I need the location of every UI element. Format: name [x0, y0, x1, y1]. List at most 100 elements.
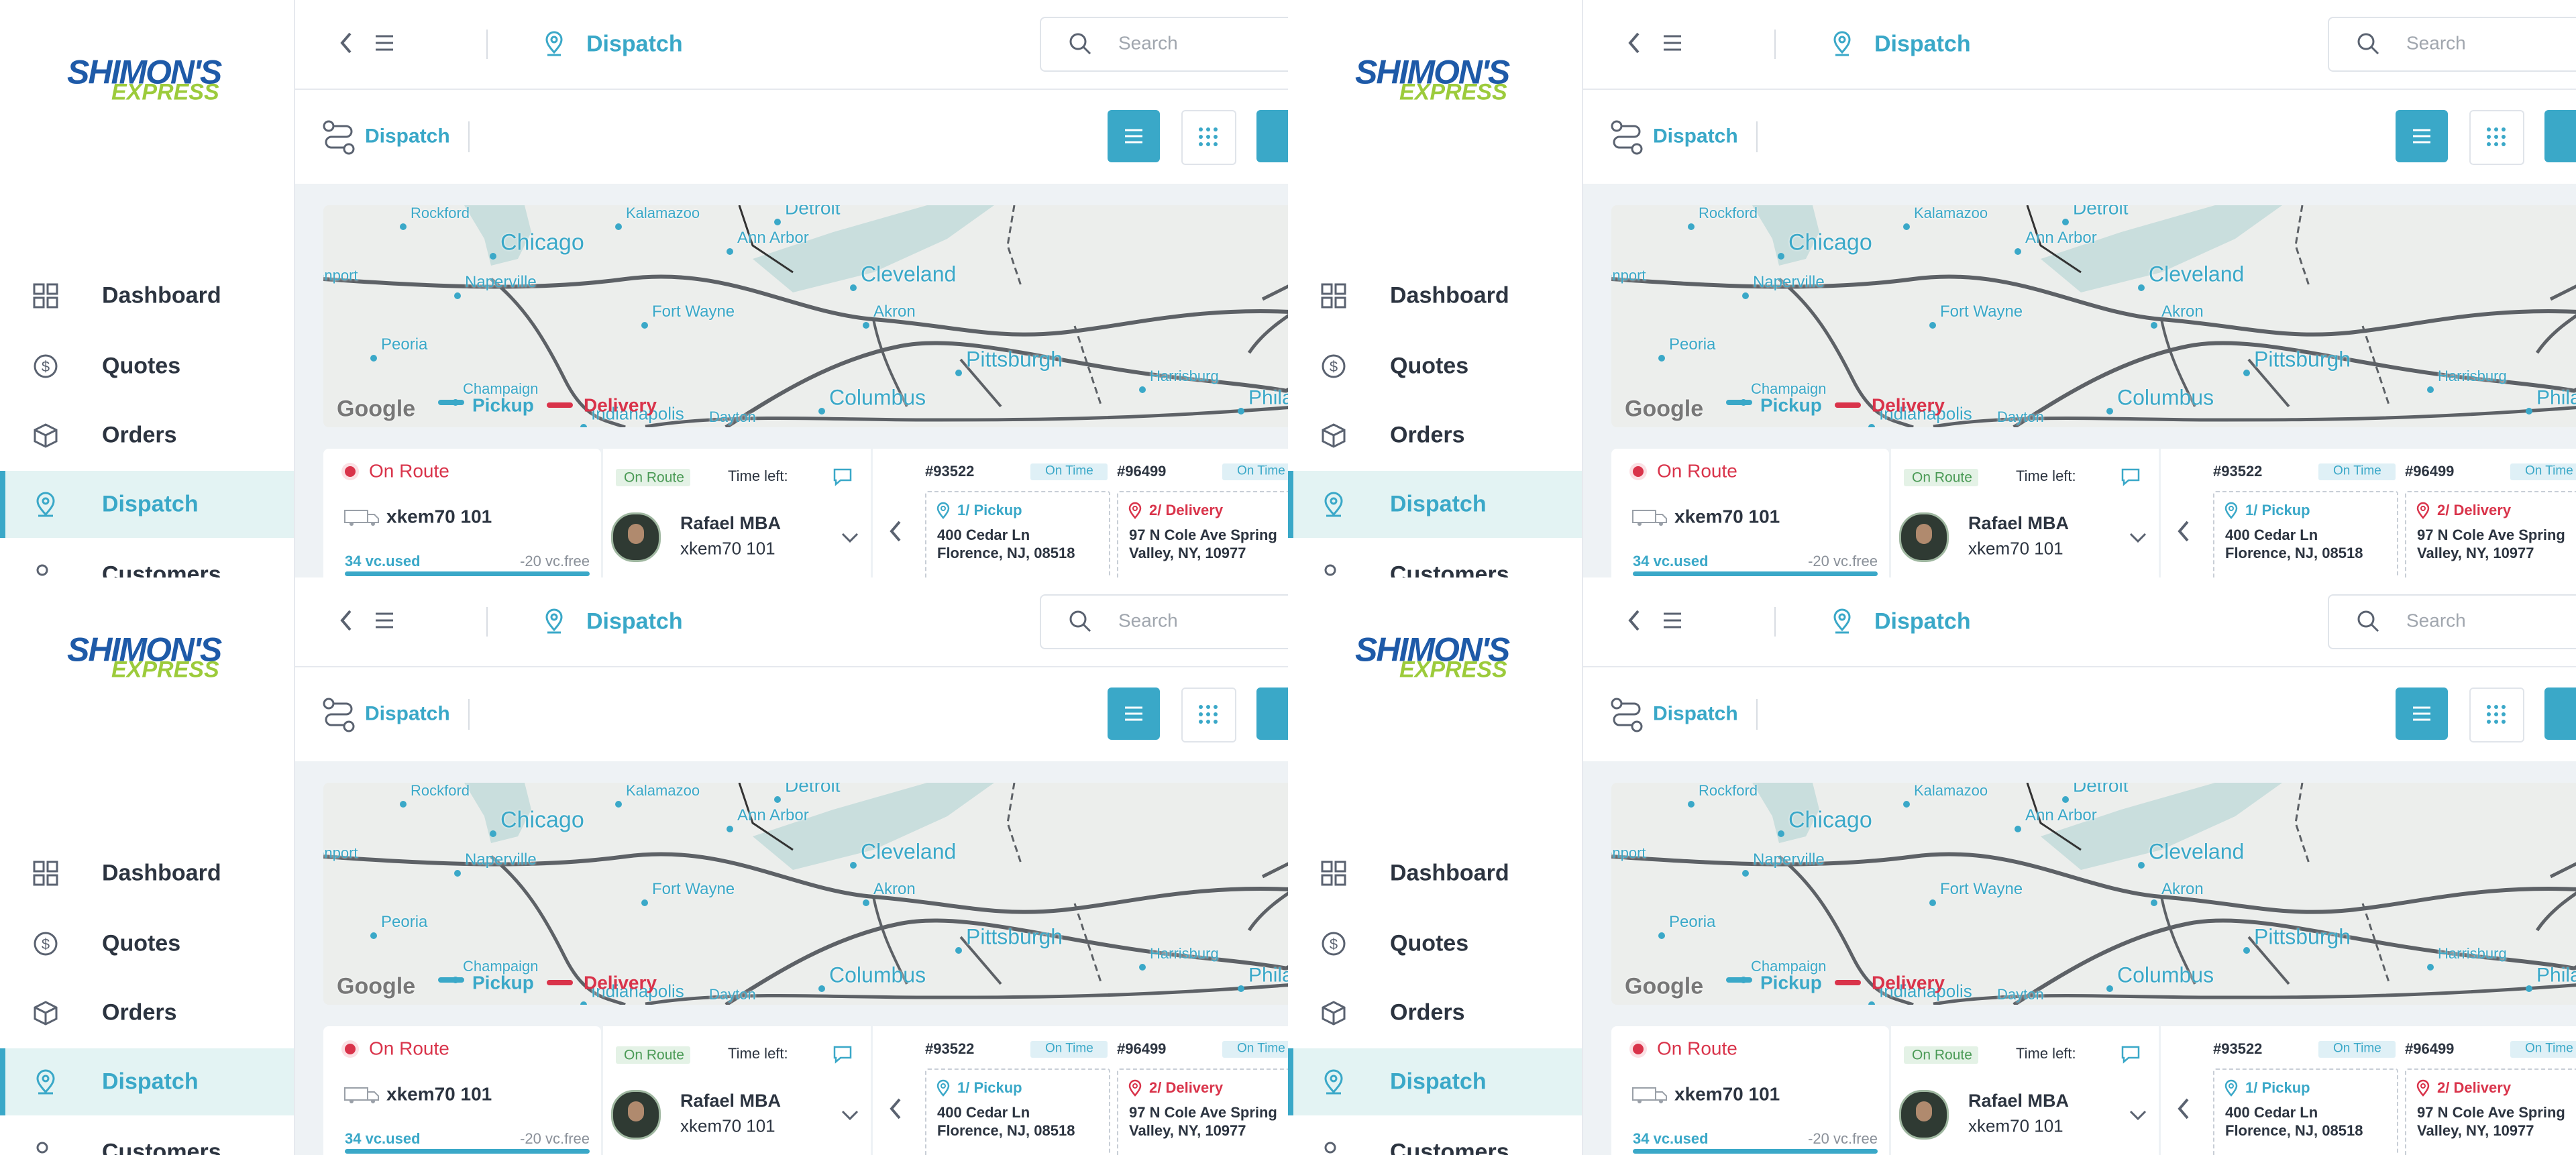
- prev-button[interactable]: [2177, 1097, 2190, 1120]
- search-box[interactable]: Search: [2328, 17, 2576, 72]
- nav-item[interactable]: Dispatch: [1288, 471, 1582, 538]
- prev-button[interactable]: [889, 1097, 902, 1120]
- menu-button[interactable]: [374, 611, 394, 630]
- driver-card[interactable]: On Route xkem70 101 34 vc.used -20 vc.free: [1611, 1026, 1889, 1155]
- menu-button[interactable]: [1662, 611, 1682, 630]
- icon-shape: [1664, 612, 1681, 628]
- icon-shape: [2357, 33, 2375, 50]
- nav-item[interactable]: Dispatch: [0, 471, 294, 538]
- stop-box[interactable]: 1/ Pickup 400 Cedar Ln Florence, NJ, 08518: [2213, 491, 2398, 578]
- expand-button[interactable]: [2129, 1109, 2147, 1121]
- expand-button[interactable]: [2129, 532, 2147, 544]
- nav-item[interactable]: Orders: [0, 979, 294, 1046]
- city-label: Rockford: [411, 783, 470, 799]
- icon-shape: [34, 354, 58, 378]
- pin-button[interactable]: [2544, 110, 2576, 162]
- prev-button[interactable]: [2177, 520, 2190, 543]
- expand-button[interactable]: [841, 532, 859, 544]
- nav-item[interactable]: Orders: [1288, 402, 1582, 469]
- chat-button[interactable]: [2121, 468, 2141, 486]
- pin-button[interactable]: [1256, 688, 1288, 740]
- nav-item[interactable]: Dashboard: [0, 840, 294, 907]
- nav-item[interactable]: Dispatch: [1288, 1048, 1582, 1115]
- delivery-legend: Delivery: [584, 394, 657, 416]
- assignment-card[interactable]: On Route Time left: Rafael MBA xkem70 101: [1891, 1026, 2159, 1155]
- city-dot: [615, 801, 622, 808]
- grid-view-button[interactable]: [1181, 110, 1236, 165]
- grid-view-button[interactable]: [2469, 110, 2524, 165]
- menu-button[interactable]: [374, 34, 394, 52]
- stop-box[interactable]: 1/ Pickup 400 Cedar Ln Florence, NJ, 08518: [2213, 1068, 2398, 1155]
- icon-shape: [1611, 274, 2576, 337]
- driver-card[interactable]: On Route xkem70 101 34 vc.used -20 vc.free: [1611, 449, 1889, 578]
- toolbar-icon: [322, 119, 356, 156]
- search-box[interactable]: Search: [2328, 594, 2576, 649]
- nav-item[interactable]: Dashboard: [1288, 840, 1582, 907]
- icon-shape: [2487, 720, 2491, 724]
- nav-item[interactable]: Dispatch: [0, 1048, 294, 1115]
- icon-shape: [1611, 205, 2576, 427]
- assignment-card[interactable]: On Route Time left: Rafael MBA xkem70 101: [1891, 449, 2159, 578]
- icon-shape: [1322, 1001, 1346, 1026]
- list-view-button[interactable]: [2396, 688, 2448, 740]
- nav-item[interactable]: Dashboard: [1288, 262, 1582, 329]
- nav-item[interactable]: Orders: [1288, 979, 1582, 1046]
- stop-box[interactable]: 1/ Pickup 400 Cedar Ln Florence, NJ, 08518: [925, 491, 1110, 578]
- pin-button[interactable]: [1256, 110, 1288, 162]
- nav-item[interactable]: Customers: [1288, 1119, 1582, 1155]
- nav-item[interactable]: Customers: [0, 1119, 294, 1155]
- icon-shape: [344, 1087, 379, 1103]
- city-label: Harrisburg: [2438, 367, 2507, 384]
- on-time-badge: On Time: [2318, 463, 2396, 480]
- list-view-button[interactable]: [2396, 110, 2448, 162]
- icon-shape: [841, 533, 859, 543]
- nav-item[interactable]: Customers: [1288, 541, 1582, 578]
- driver-card[interactable]: On Route xkem70 101 34 vc.used -20 vc.free: [323, 449, 601, 578]
- grid-view-button[interactable]: [2469, 688, 2524, 742]
- search-box[interactable]: Search: [1040, 594, 1288, 649]
- nav-item[interactable]: Orders: [0, 402, 294, 469]
- city-dot: [1139, 964, 1146, 971]
- truck-icon: [343, 509, 380, 527]
- icon-shape: [1199, 705, 1218, 724]
- back-button[interactable]: [1626, 608, 1642, 632]
- back-button[interactable]: [338, 31, 354, 55]
- driver-truck: xkem70 101: [1968, 1115, 2063, 1136]
- icon-shape: [1628, 610, 1640, 631]
- stop-box[interactable]: 1/ Pickup 400 Cedar Ln Florence, NJ, 08518: [925, 1068, 1110, 1155]
- chat-button[interactable]: [2121, 1045, 2141, 1064]
- nav-item[interactable]: $ Quotes: [1288, 910, 1582, 977]
- expand-button[interactable]: [841, 1109, 859, 1121]
- driver-card[interactable]: On Route xkem70 101 34 vc.used -20 vc.free: [323, 1026, 601, 1155]
- prev-button[interactable]: [889, 520, 902, 543]
- list-view-button[interactable]: [1108, 688, 1160, 740]
- nav-item[interactable]: $ Quotes: [0, 333, 294, 400]
- assignment-card[interactable]: On Route Time left: Rafael MBA xkem70 101: [603, 449, 871, 578]
- search-icon: [1068, 609, 1092, 633]
- separator: [1774, 607, 1776, 637]
- nav-item[interactable]: Customers: [0, 541, 294, 578]
- search-box[interactable]: Search: [1040, 17, 1288, 72]
- nav-item[interactable]: $ Quotes: [1288, 333, 1582, 400]
- list-view-button[interactable]: [1108, 110, 1160, 162]
- city-dot: [1238, 408, 1244, 415]
- chat-button[interactable]: [833, 1045, 853, 1064]
- nav-icon: [1321, 283, 1346, 309]
- nav-item[interactable]: $ Quotes: [0, 910, 294, 977]
- icon-shape: [2129, 1110, 2147, 1121]
- stop-box[interactable]: 2/ Delivery 97 N Cole Ave Spring Valley, N…: [2405, 1068, 2576, 1155]
- stop-box[interactable]: 2/ Delivery 97 N Cole Ave Spring Valley, N…: [1117, 491, 1288, 578]
- city-dot: [863, 899, 869, 906]
- menu-button[interactable]: [1662, 34, 1682, 52]
- back-button[interactable]: [1626, 31, 1642, 55]
- grid-view-button[interactable]: [1181, 688, 1236, 742]
- stop-box[interactable]: 2/ Delivery 97 N Cole Ave Spring Valley, N…: [2405, 491, 2576, 578]
- address-line: 97 N Cole Ave Spring: [1129, 1103, 1277, 1121]
- back-button[interactable]: [338, 608, 354, 632]
- pin-button[interactable]: [2544, 688, 2576, 740]
- assignment-card[interactable]: On Route Time left: Rafael MBA xkem70 101: [603, 1026, 871, 1155]
- stop-box[interactable]: 2/ Delivery 97 N Cole Ave Spring Valley, N…: [1117, 1068, 1288, 1155]
- nav-item[interactable]: Dashboard: [0, 262, 294, 329]
- icon-shape: [1324, 1142, 1336, 1154]
- chat-button[interactable]: [833, 468, 853, 486]
